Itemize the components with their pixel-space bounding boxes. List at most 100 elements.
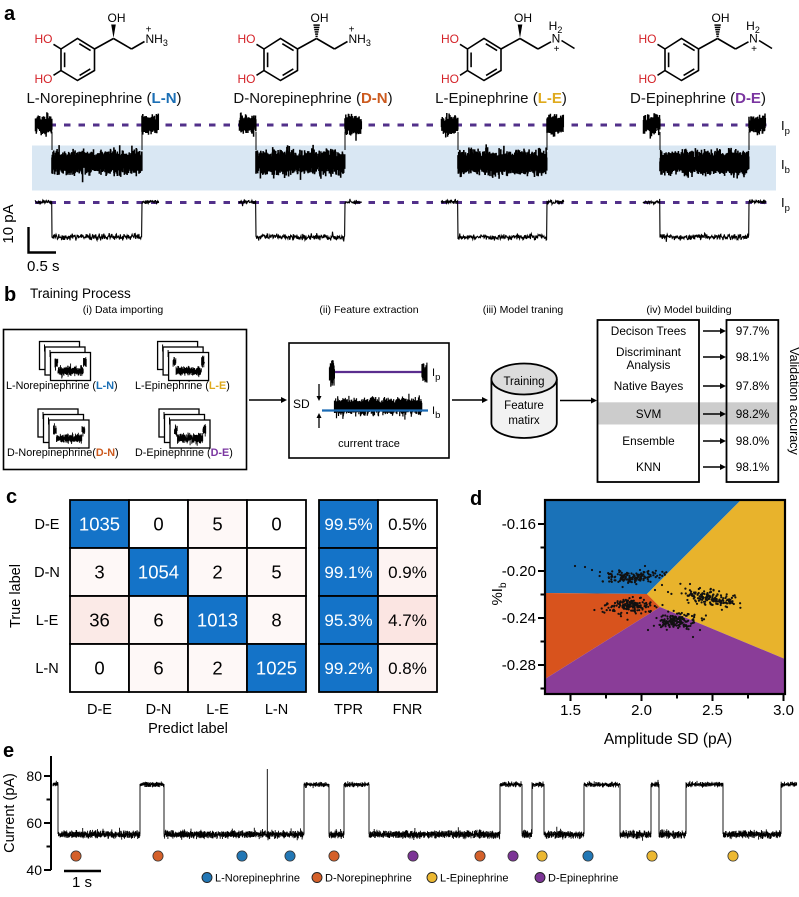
svg-text:0.5%: 0.5% [388, 515, 427, 534]
svg-text:L-N: L-N [265, 702, 288, 718]
svg-text:1 s: 1 s [72, 874, 92, 891]
svg-text:Decison Trees: Decison Trees [611, 324, 687, 338]
svg-text:Ip: Ip [432, 367, 440, 383]
svg-text:98.1%: 98.1% [736, 460, 770, 474]
svg-text:-0.16: -0.16 [502, 516, 536, 533]
svg-text:10 pA: 10 pA [0, 204, 17, 243]
svg-text:-0.24: -0.24 [502, 610, 536, 627]
svg-text:2: 2 [212, 658, 222, 679]
svg-text:Ib: Ib [432, 405, 440, 421]
svg-text:HO: HO [639, 72, 657, 86]
svg-text:TPR: TPR [334, 702, 363, 718]
svg-text:D-Epinephrine (D-E): D-Epinephrine (D-E) [135, 447, 233, 459]
svg-text:NH3: NH3 [349, 32, 371, 48]
svg-text:D-N: D-N [146, 702, 172, 718]
svg-text:6: 6 [153, 610, 163, 631]
svg-text:True label: True label [8, 564, 24, 628]
svg-text:D-Norepinephrine (D-N): D-Norepinephrine (D-N) [233, 90, 392, 107]
svg-text:D-E: D-E [87, 702, 112, 718]
svg-text:5: 5 [212, 514, 222, 535]
svg-text:matirx: matirx [508, 415, 540, 427]
svg-text:6: 6 [153, 658, 163, 679]
svg-text:Feature: Feature [504, 400, 544, 412]
svg-text:3: 3 [94, 562, 104, 583]
svg-text:Training Process: Training Process [30, 286, 131, 301]
svg-text:99.1%: 99.1% [324, 563, 372, 582]
svg-text:60: 60 [26, 815, 42, 831]
svg-text:OH: OH [311, 11, 329, 25]
svg-text:0.5 s: 0.5 s [27, 258, 60, 275]
svg-text:4.7%: 4.7% [388, 611, 427, 630]
svg-text:1054: 1054 [138, 562, 179, 583]
svg-text:e: e [3, 740, 14, 762]
svg-text:L-Norepinephrine: L-Norepinephrine [215, 873, 300, 885]
svg-text:a: a [4, 3, 16, 25]
svg-text:2: 2 [212, 562, 222, 583]
svg-text:b: b [4, 284, 16, 306]
svg-text:L-Epinephrine (L-E): L-Epinephrine (L-E) [135, 380, 230, 392]
svg-text:D-Epinephrine: D-Epinephrine [548, 873, 618, 885]
svg-text:D-Epinephrine (D-E): D-Epinephrine (D-E) [630, 90, 766, 107]
svg-text:1025: 1025 [256, 658, 297, 679]
svg-text:99.2%: 99.2% [324, 659, 372, 678]
svg-text:L-Norepinephrine (L-N): L-Norepinephrine (L-N) [6, 380, 118, 392]
svg-text:HO: HO [238, 72, 256, 86]
svg-text:97.7%: 97.7% [736, 324, 770, 338]
svg-text:2.5: 2.5 [702, 702, 723, 719]
svg-text:HO: HO [35, 32, 53, 46]
svg-text:D-N: D-N [34, 565, 60, 581]
svg-text:(iv) Model building: (iv) Model building [646, 304, 731, 316]
svg-text:Predict label: Predict label [148, 721, 228, 737]
svg-text:L-E: L-E [206, 702, 229, 718]
svg-text:KNN: KNN [636, 460, 661, 474]
svg-text:95.3%: 95.3% [324, 611, 372, 630]
svg-text:OH: OH [514, 11, 532, 25]
svg-text:L-Epinephrine: L-Epinephrine [440, 873, 509, 885]
svg-text:Native Bayes: Native Bayes [614, 379, 684, 393]
svg-text:3.0: 3.0 [773, 702, 794, 719]
svg-text:Validation accuracy: Validation accuracy [787, 347, 799, 455]
svg-text:OH: OH [108, 11, 126, 25]
svg-text:HO: HO [238, 32, 256, 46]
svg-text:Ip: Ip [781, 195, 790, 214]
svg-text:FNR: FNR [393, 702, 423, 718]
svg-text:1013: 1013 [197, 610, 238, 631]
svg-text:HO: HO [35, 72, 53, 86]
svg-text:+: + [751, 44, 757, 55]
svg-text:0.8%: 0.8% [388, 659, 427, 678]
svg-text:(i) Data importing: (i) Data importing [83, 304, 164, 316]
svg-text:current trace: current trace [338, 438, 400, 450]
svg-text:0.9%: 0.9% [388, 563, 427, 582]
svg-text:Ib: Ib [781, 157, 790, 176]
svg-text:98.1%: 98.1% [736, 350, 770, 364]
svg-text:40: 40 [26, 862, 42, 878]
svg-text:-0.28: -0.28 [502, 657, 536, 674]
svg-text:+: + [146, 25, 152, 36]
svg-text:HO: HO [441, 72, 459, 86]
svg-text:L-N: L-N [35, 661, 58, 677]
svg-text:1.5: 1.5 [560, 702, 581, 719]
svg-text:2.0: 2.0 [631, 702, 652, 719]
svg-text:0: 0 [153, 514, 163, 535]
svg-text:36: 36 [89, 610, 110, 631]
svg-text:d: d [470, 488, 482, 510]
svg-text:0: 0 [271, 514, 281, 535]
svg-text:N: N [749, 32, 758, 46]
svg-text:Current (pA): Current (pA) [2, 773, 18, 853]
svg-text:+: + [349, 25, 355, 36]
svg-text:OH: OH [712, 11, 730, 25]
svg-text:D-Norepinephrine: D-Norepinephrine [325, 873, 412, 885]
svg-text:98.0%: 98.0% [736, 434, 770, 448]
svg-text:0: 0 [94, 658, 104, 679]
svg-text:N: N [552, 32, 561, 46]
svg-text:(ii) Feature extraction: (ii) Feature extraction [319, 304, 418, 316]
svg-text:L-E: L-E [36, 613, 59, 629]
svg-text:(iii) Model traning: (iii) Model traning [483, 304, 564, 316]
svg-text:L-Epinephrine (L-E): L-Epinephrine (L-E) [435, 90, 567, 107]
svg-text:NH3: NH3 [146, 32, 168, 48]
svg-text:98.2%: 98.2% [736, 407, 770, 421]
svg-text:L-Norepinephrine (L-N): L-Norepinephrine (L-N) [26, 90, 181, 107]
svg-text:99.5%: 99.5% [324, 515, 372, 534]
svg-text:8: 8 [271, 610, 281, 631]
svg-text:Training: Training [503, 376, 544, 388]
